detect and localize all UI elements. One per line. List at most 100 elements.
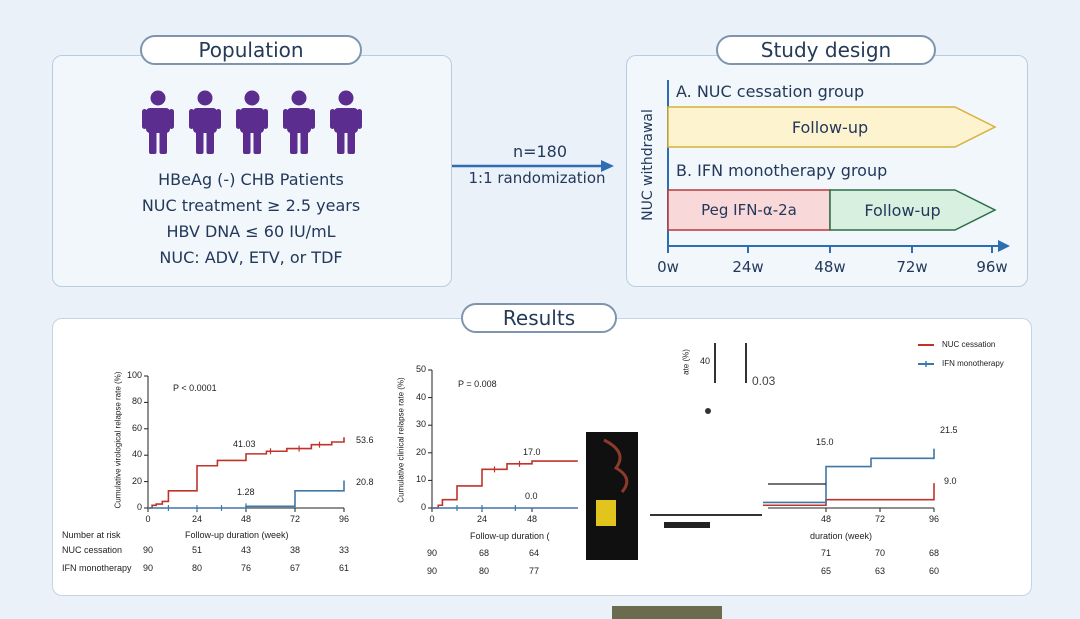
risk-cell: 61 <box>338 563 349 573</box>
peg-ifn-label: Peg IFN-α-2a <box>701 201 797 219</box>
risk-cell: 76 <box>240 563 251 573</box>
group-a-label: A. NUC cessation group <box>676 82 865 101</box>
group-b-followup-label: Follow-up <box>864 201 941 220</box>
risk-header: Number at risk <box>62 530 121 540</box>
chart3-label-ifn96: 21.5 <box>940 425 958 435</box>
chart1-label-nuc48: 41.03 <box>233 439 256 449</box>
chart1-label-nuc96: 53.6 <box>356 435 374 445</box>
person-icon <box>236 90 268 154</box>
chart1-ytick-label: 80 <box>131 396 142 407</box>
chart3-label-ifn48: 15.0 <box>816 437 834 447</box>
group-b-label: B. IFN monotherapy group <box>676 161 888 180</box>
chart1-xtick-label: 48 <box>240 514 251 524</box>
person-icon <box>142 90 174 154</box>
chart3-xlabel: duration (week) <box>810 531 873 541</box>
chart2-ytick-label: 20 <box>415 446 426 457</box>
risk-cell: 63 <box>874 566 885 576</box>
population-line-4: NUC: ADV, ETV, or TDF <box>159 248 343 267</box>
chart3-xtick-label: 96 <box>928 514 939 524</box>
chart2-xlabel: Follow-up duration ( <box>470 531 550 541</box>
population-line-3: HBV DNA ≤ 60 IU/mL <box>166 222 336 241</box>
timeline-96w: 96w <box>976 258 1008 276</box>
chart1-label-ifn96: 20.8 <box>356 477 374 487</box>
risk-cell: 70 <box>874 548 885 558</box>
timeline-0w: 0w <box>657 258 679 276</box>
chart2-pvalue: P = 0.008 <box>458 379 497 389</box>
chart2-xtick-label: 48 <box>526 514 537 524</box>
population-title: Population <box>140 35 362 65</box>
chart1-xlabel: Follow-up duration (week) <box>185 530 289 540</box>
risk-cell: 43 <box>240 545 251 555</box>
chart1-pvalue: P < 0.0001 <box>173 383 217 393</box>
person-icon <box>283 90 315 154</box>
risk-cell: 33 <box>338 545 349 555</box>
chart2-ytick-label: 0 <box>420 502 426 512</box>
chart2-xtick-label: 24 <box>476 514 487 524</box>
risk-cell: 64 <box>528 548 539 558</box>
chart2-ytick-label: 40 <box>415 391 426 402</box>
risk-cell: 68 <box>478 548 489 558</box>
chart3-ytick: 40 <box>700 356 711 366</box>
chart1-xtick-label: 24 <box>191 514 202 524</box>
population-line-2: NUC treatment ≥ 2.5 years <box>141 196 361 215</box>
legend-ifn: IFN monotherapy <box>942 359 1004 368</box>
randomization-label: 1:1 randomization <box>468 169 606 187</box>
chart1-ytick-label: 40 <box>131 449 142 460</box>
chart2-label-ifn48: 0.0 <box>525 491 538 501</box>
chart1-label-ifn48: 1.28 <box>237 487 255 497</box>
timeline-24w: 24w <box>732 258 764 276</box>
risk-row-nuc-name: NUC cessation <box>62 545 123 555</box>
group-a-followup-arrow <box>667 106 997 148</box>
chart3-label-nuc96: 9.0 <box>944 476 957 486</box>
chart2-label-nuc48: 17.0 <box>523 447 541 457</box>
risk-cell: 90 <box>142 545 153 555</box>
risk-cell: 80 <box>478 566 489 576</box>
chart2-ytick-label: 50 <box>415 364 426 374</box>
study-design-title: Study design <box>716 35 936 65</box>
risk-row-ifn-name: IFN monotherapy <box>62 563 132 573</box>
timeline-72w: 72w <box>896 258 928 276</box>
chart2-ytick-label: 10 <box>415 474 426 485</box>
n-label: n=180 <box>512 142 568 161</box>
results-panel <box>52 318 1032 596</box>
chart2-xtick-label: 0 <box>429 514 435 524</box>
chart1-xtick-label: 72 <box>289 514 300 524</box>
group-a-followup-label: Follow-up <box>791 118 869 137</box>
risk-cell: 68 <box>928 548 939 558</box>
chart1-ytick-label: 60 <box>131 422 142 433</box>
person-icon <box>189 90 221 154</box>
risk-cell: 80 <box>191 563 202 573</box>
chart1-xtick-label: 96 <box>338 514 349 524</box>
chart1-ytick-label: 0 <box>136 502 142 512</box>
risk-cell: 90 <box>426 548 437 558</box>
chart1-ytick-label: 100 <box>126 370 142 380</box>
risk-cell: 60 <box>928 566 939 576</box>
results-title: Results <box>461 303 617 333</box>
risk-cell: 71 <box>820 548 831 558</box>
legend-nuc: NUC cessation <box>942 340 996 349</box>
chart1-xtick-label: 0 <box>145 514 151 524</box>
risk-cell: 90 <box>142 563 153 573</box>
chart1-ytick-label: 20 <box>131 475 142 486</box>
peg-ifn-box <box>667 189 831 231</box>
risk-cell: 67 <box>289 563 300 573</box>
population-line-1: HBeAg (-) CHB Patients <box>158 170 344 189</box>
chart3-top-text: 0.03 <box>752 374 776 388</box>
risk-cell: 90 <box>426 566 437 576</box>
risk-cell: 51 <box>191 545 202 555</box>
risk-cell: 38 <box>289 545 300 555</box>
chart2-ytick-label: 30 <box>415 419 426 430</box>
risk-cell: 65 <box>820 566 831 576</box>
chart3-xtick-label: 72 <box>874 514 885 524</box>
group-b-followup-arrow <box>829 189 997 231</box>
risk-cell: 77 <box>528 566 539 576</box>
person-icon <box>330 90 362 154</box>
chart3-xtick-label: 48 <box>820 514 831 524</box>
